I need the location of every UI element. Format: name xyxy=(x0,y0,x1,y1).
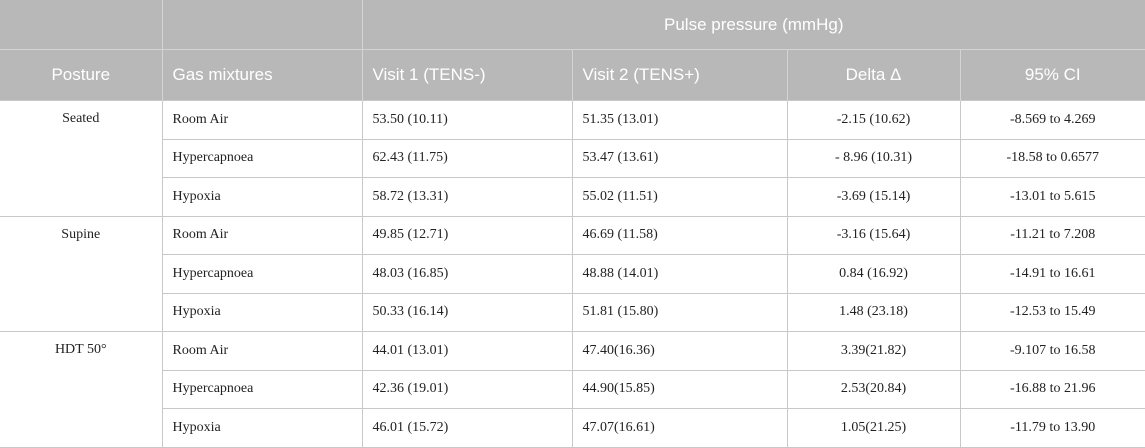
header-visit2: Visit 2 (TENS+) xyxy=(571,49,787,101)
header-row-top: Pulse pressure (mmHg) xyxy=(0,0,1145,50)
header-delta: Delta Δ xyxy=(786,49,960,101)
visit1-cell: 49.85 (12.71) xyxy=(361,215,573,255)
posture-cell: HDT 50° xyxy=(0,331,163,448)
gas-cell: Hypoxia xyxy=(161,408,363,448)
visit2-cell: 51.81 (15.80) xyxy=(571,292,788,332)
gas-cell: Hypercapnoea xyxy=(161,369,363,409)
header-pulse-pressure: Pulse pressure (mmHg) xyxy=(361,0,1145,50)
table-body: Seated Room Air 53.50 (10.11) 51.35 (13.… xyxy=(0,100,1145,448)
visit1-cell: 48.03 (16.85) xyxy=(361,254,573,294)
table-row: Seated Room Air 53.50 (10.11) 51.35 (13.… xyxy=(0,100,1145,217)
table-header: Pulse pressure (mmHg) Posture Gas mixtur… xyxy=(0,0,1145,101)
visit2-cell: 55.02 (11.51) xyxy=(571,177,788,217)
ci-cell: -12.53 to 15.49 xyxy=(959,292,1145,332)
gas-cell: Hypoxia xyxy=(161,177,363,217)
header-blank-gas xyxy=(161,0,362,50)
visit1-cell: 50.33 (16.14) xyxy=(361,292,573,332)
header-blank-posture xyxy=(0,0,162,50)
visit1-cell: 53.50 (10.11) xyxy=(361,100,573,140)
table-row: Hypercapnoea 48.03 (16.85) 48.88 (14.01)… xyxy=(0,254,1145,294)
visit1-cell: 46.01 (15.72) xyxy=(361,408,573,448)
visit2-cell: 44.90(15.85) xyxy=(571,369,788,409)
ci-cell: -8.569 to 4.269 xyxy=(959,100,1145,140)
table-row: Hypercapnoea 42.36 (19.01) 44.90(15.85) … xyxy=(0,369,1145,409)
table-row: Hypoxia 50.33 (16.14) 51.81 (15.80) 1.48… xyxy=(0,292,1145,332)
gas-cell: Room Air xyxy=(161,215,363,255)
visit2-cell: 51.35 (13.01) xyxy=(571,100,788,140)
delta-cell: 1.48 (23.18) xyxy=(786,292,961,332)
header-ci: 95% CI xyxy=(959,49,1145,101)
table-row: Supine Room Air 49.85 (12.71) 46.69 (11.… xyxy=(0,215,1145,332)
visit1-cell: 42.36 (19.01) xyxy=(361,369,573,409)
ci-cell: -11.21 to 7.208 xyxy=(959,215,1145,255)
gas-cell: Room Air xyxy=(161,331,363,371)
delta-cell: -2.15 (10.62) xyxy=(786,100,961,140)
table-row: Hypoxia 46.01 (15.72) 47.07(16.61) 1.05(… xyxy=(0,408,1145,448)
table-row: HDT 50° Room Air 44.01 (13.01) 47.40(16.… xyxy=(0,331,1145,448)
visit2-cell: 48.88 (14.01) xyxy=(571,254,788,294)
gas-cell: Hypercapnoea xyxy=(161,254,363,294)
visit2-cell: 47.07(16.61) xyxy=(571,408,788,448)
table-row: Hypercapnoea 62.43 (11.75) 53.47 (13.61)… xyxy=(0,138,1145,178)
header-visit1: Visit 1 (TENS-) xyxy=(361,49,572,101)
visit1-cell: 44.01 (13.01) xyxy=(361,331,573,371)
ci-cell: -16.88 to 21.96 xyxy=(959,369,1145,409)
delta-cell: -3.16 (15.64) xyxy=(786,215,961,255)
visit2-cell: 53.47 (13.61) xyxy=(571,138,788,178)
header-posture: Posture xyxy=(0,49,162,101)
ci-cell: -9.107 to 16.58 xyxy=(959,331,1145,371)
delta-cell: -3.69 (15.14) xyxy=(786,177,961,217)
delta-cell: - 8.96 (10.31) xyxy=(786,138,961,178)
visit2-cell: 47.40(16.36) xyxy=(571,331,788,371)
ci-cell: -11.79 to 13.90 xyxy=(959,408,1145,448)
delta-cell: 1.05(21.25) xyxy=(786,408,961,448)
gas-cell: Room Air xyxy=(161,100,363,140)
visit1-cell: 62.43 (11.75) xyxy=(361,138,573,178)
visit1-cell: 58.72 (13.31) xyxy=(361,177,573,217)
header-row-columns: Posture Gas mixtures Visit 1 (TENS-) Vis… xyxy=(0,49,1145,101)
header-gas-mixtures: Gas mixtures xyxy=(161,49,362,101)
gas-cell: Hypoxia xyxy=(161,292,363,332)
table-row: Hypoxia 58.72 (13.31) 55.02 (11.51) -3.6… xyxy=(0,177,1145,217)
ci-cell: -14.91 to 16.61 xyxy=(959,254,1145,294)
ci-cell: -13.01 to 5.615 xyxy=(959,177,1145,217)
delta-cell: 3.39(21.82) xyxy=(786,331,961,371)
ci-cell: -18.58 to 0.6577 xyxy=(959,138,1145,178)
posture-cell: Seated xyxy=(0,100,163,217)
gas-cell: Hypercapnoea xyxy=(161,138,363,178)
delta-cell: 2.53(20.84) xyxy=(786,369,961,409)
delta-cell: 0.84 (16.92) xyxy=(786,254,961,294)
visit2-cell: 46.69 (11.58) xyxy=(571,215,788,255)
posture-cell: Supine xyxy=(0,215,163,332)
